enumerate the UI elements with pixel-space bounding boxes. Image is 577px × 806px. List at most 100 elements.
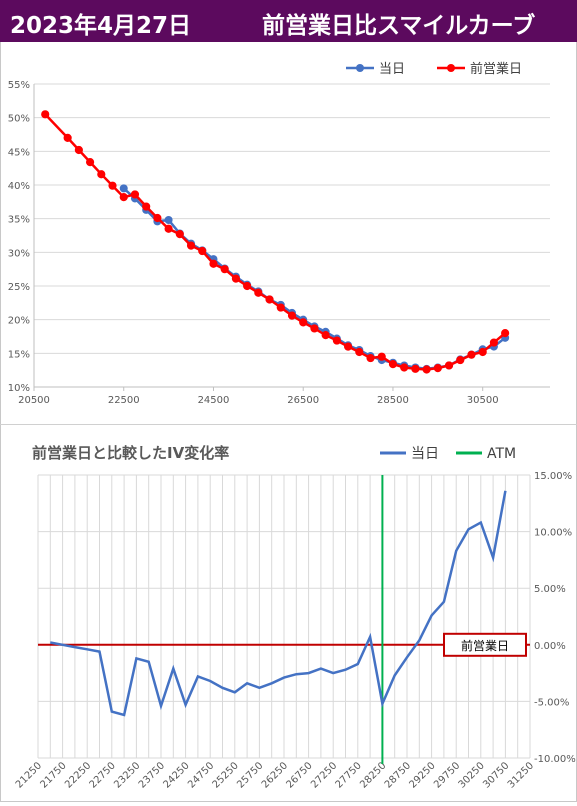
x-tick-label: 25750 <box>235 760 265 790</box>
y-tick-label: 15.00% <box>534 471 572 482</box>
legend-label-prev-day: 前営業日 <box>470 61 522 77</box>
header-date: 2023年4月27日 <box>10 13 192 39</box>
x-tick-label: 25250 <box>211 760 241 790</box>
data-point-today <box>119 184 128 193</box>
data-point-prev-day <box>164 224 173 233</box>
data-point-today <box>164 216 173 225</box>
y-tick-label: 50% <box>8 114 30 125</box>
data-point-prev-day <box>444 361 454 370</box>
data-point-prev-day <box>119 193 128 202</box>
x-tick-label: 23750 <box>137 760 167 790</box>
x-tick-label: 24500 <box>198 395 230 406</box>
data-point-prev-day <box>231 274 241 283</box>
y-tick-label: 10% <box>8 383 30 394</box>
data-point-prev-day <box>41 110 50 119</box>
data-point-prev-day <box>175 230 184 239</box>
data-point-prev-day <box>377 352 386 361</box>
data-point-prev-day <box>198 246 207 256</box>
y-tick-label: 20% <box>8 316 30 327</box>
series-line-prev-day <box>44 113 506 371</box>
legend-label-today: 当日 <box>379 62 405 77</box>
y-tick-label: 0.00% <box>534 641 566 652</box>
data-point-prev-day <box>220 265 229 274</box>
y-tick-label: 45% <box>8 147 30 158</box>
data-point-prev-day <box>142 202 151 211</box>
data-point-prev-day <box>478 347 487 357</box>
data-point-prev-day <box>388 360 398 369</box>
data-point-prev-day <box>422 365 431 374</box>
prev-day-label: 前営業日 <box>461 638 509 653</box>
smile-curve-svg: 10% 15% 20% 25% 30% 35% 40% 45% 50% 55% 20500 22500… <box>8 61 550 406</box>
data-point-prev-day <box>355 347 364 357</box>
prev-day-label-box <box>443 632 527 657</box>
data-point-prev-day <box>85 158 95 167</box>
x-tick-label: 29250 <box>407 760 437 790</box>
x-tick-label: 24750 <box>186 760 216 790</box>
x-tick-label: 30750 <box>481 760 511 790</box>
data-point-prev-day <box>366 353 375 363</box>
x-tick-label: 22250 <box>63 760 93 790</box>
data-point-prev-day <box>209 259 218 268</box>
data-point-prev-day <box>74 145 83 155</box>
y-tick-label: -5.00% <box>534 697 569 708</box>
data-point-prev-day <box>108 181 117 190</box>
data-point-prev-day <box>501 329 510 338</box>
iv-change-chart: 前営業日と比較したIV変化率 -10.00% -5.00% 0.00% 5.00% 10.… <box>0 428 577 806</box>
series-line-today <box>122 187 506 371</box>
data-point-prev-day <box>433 364 442 373</box>
x-tick-label: 27250 <box>309 760 339 790</box>
data-point-prev-day <box>299 318 308 327</box>
data-point-prev-day <box>97 170 106 179</box>
x-tick-label: 20500 <box>18 395 50 406</box>
smile-curve-chart: 10% 15% 20% 25% 30% 35% 40% 45% 50% 55% 20500 22500… <box>0 44 577 426</box>
data-point-prev-day <box>332 336 341 345</box>
data-point-prev-day <box>243 281 252 291</box>
header-bar: 2023年4月27日 前営業日比スマイルカーブ <box>0 0 577 42</box>
legend-label-atm: ATM <box>487 446 516 462</box>
data-point-prev-day <box>130 190 140 199</box>
data-point-prev-day <box>489 338 499 347</box>
x-tick-label: 26250 <box>260 760 290 790</box>
legend-marker-today <box>356 64 364 72</box>
data-point-prev-day <box>153 213 162 223</box>
x-tick-label: 26750 <box>284 760 314 790</box>
data-point-prev-day <box>63 133 72 142</box>
data-point-prev-day <box>456 355 465 365</box>
data-point-prev-day <box>265 295 274 304</box>
data-point-prev-day <box>254 288 263 297</box>
x-tick-label: 26500 <box>287 395 319 406</box>
legend-label-today: 当日 <box>411 446 439 462</box>
x-tick-label: 22750 <box>88 760 118 790</box>
x-tick-label: 28250 <box>358 760 388 790</box>
x-tick-label: 30250 <box>457 760 487 790</box>
x-tick-label: 29750 <box>432 760 462 790</box>
data-point-prev-day <box>467 350 476 359</box>
y-tick-label: 30% <box>8 248 30 259</box>
legend-marker-prev-day <box>447 64 455 72</box>
y-tick-label: 15% <box>8 349 30 360</box>
x-tick-label: 21250 <box>14 760 44 790</box>
data-point-prev-day <box>186 241 196 250</box>
x-tick-label: 28750 <box>383 760 413 790</box>
x-tick-label: 28500 <box>377 395 409 406</box>
data-point-prev-day <box>400 363 409 372</box>
y-tick-label: 55% <box>8 80 30 91</box>
x-tick-label: 24250 <box>161 760 191 790</box>
data-point-prev-day <box>411 364 420 373</box>
series-line-today <box>50 490 507 717</box>
y-tick-label: 5.00% <box>534 584 566 595</box>
data-point-prev-day <box>343 342 353 351</box>
chart-title: 前営業日と比較したIV変化率 <box>32 444 229 462</box>
data-point-prev-day <box>276 303 285 312</box>
iv-change-svg: 前営業日と比較したIV変化率 -10.00% -5.00% 0.00% 5.00% 10.… <box>14 444 576 791</box>
x-tick-label: 31250 <box>506 760 536 790</box>
x-tick-label: 23250 <box>112 760 142 790</box>
y-tick-label: 10.00% <box>534 528 572 539</box>
data-point-prev-day <box>321 331 330 340</box>
y-tick-label: 25% <box>8 282 30 293</box>
x-tick-label: 22500 <box>108 395 140 406</box>
y-tick-label: 40% <box>8 181 30 192</box>
y-tick-label: -10.00% <box>534 754 576 765</box>
data-point-prev-day <box>287 311 297 320</box>
y-tick-label: 35% <box>8 215 30 226</box>
